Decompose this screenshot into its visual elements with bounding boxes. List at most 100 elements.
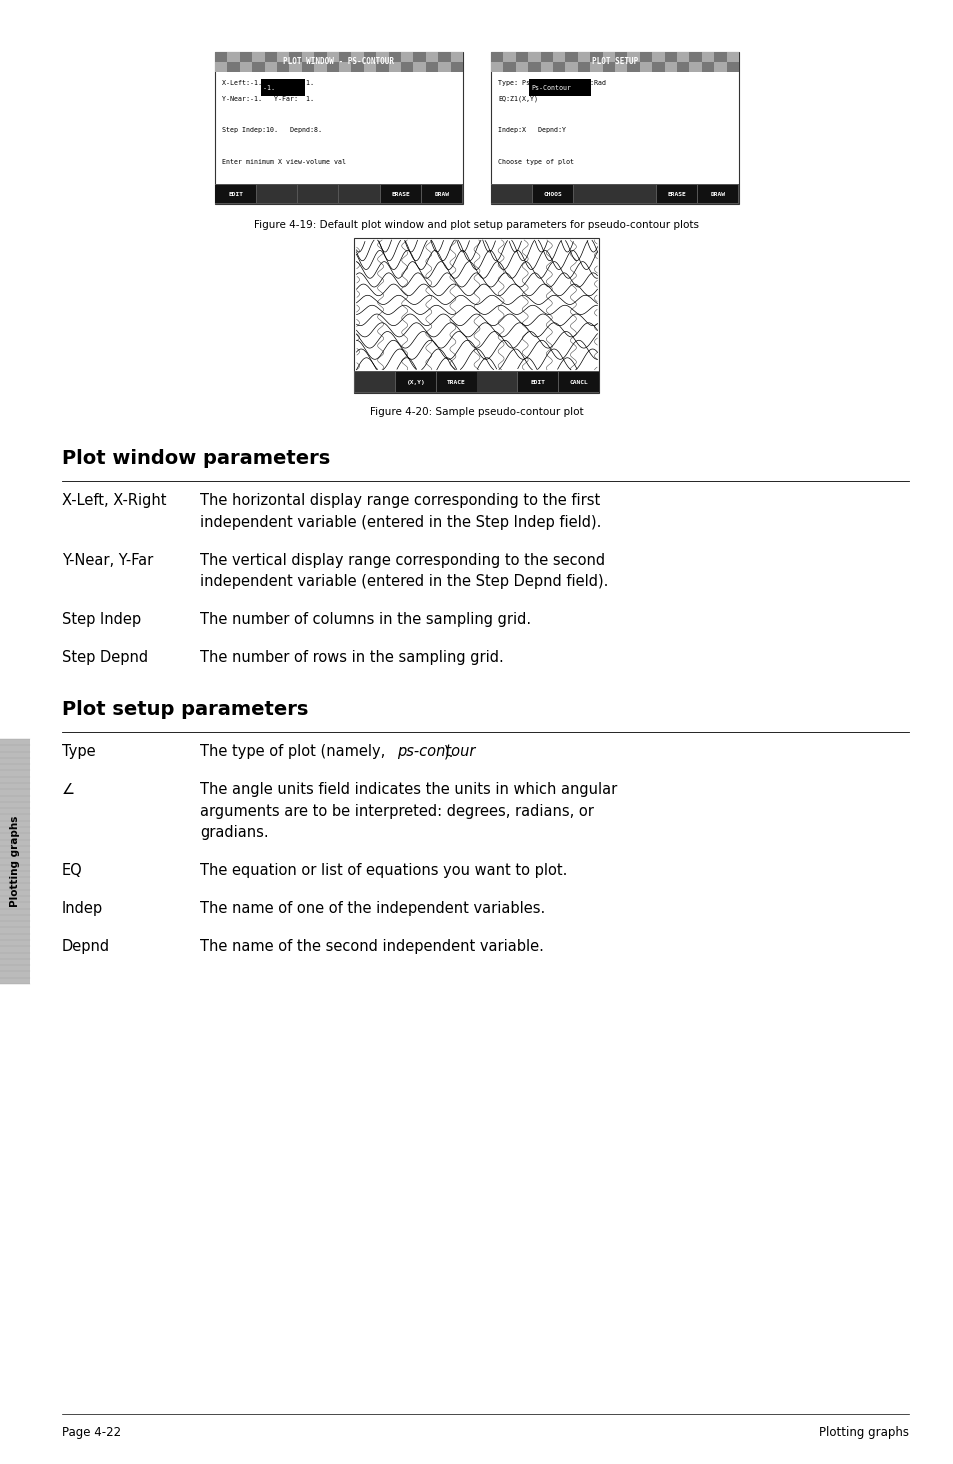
Bar: [701, 53, 714, 61]
Bar: [689, 61, 701, 72]
Bar: [314, 61, 326, 72]
Bar: [533, 186, 573, 203]
Text: The horizontal display range corresponding to the first: The horizontal display range correspondi…: [200, 493, 599, 508]
Bar: [215, 186, 255, 203]
Text: Plotting graphs: Plotting graphs: [10, 815, 20, 908]
Bar: [355, 372, 395, 392]
Bar: [450, 53, 462, 61]
Bar: [436, 372, 476, 392]
Bar: [264, 61, 276, 72]
Bar: [425, 53, 437, 61]
Bar: [602, 53, 615, 61]
Text: Step Indep: Step Indep: [62, 612, 141, 627]
Bar: [565, 61, 578, 72]
Text: independent variable (entered in the Step Depnd field).: independent variable (entered in the Ste…: [200, 574, 608, 589]
Bar: [652, 53, 664, 61]
Bar: [726, 53, 739, 61]
Bar: [239, 61, 252, 72]
Bar: [0, 739, 30, 984]
Bar: [529, 79, 590, 97]
Bar: [491, 184, 739, 203]
Text: CHOOS: CHOOS: [543, 192, 561, 196]
Text: Depnd: Depnd: [62, 938, 110, 955]
Bar: [400, 53, 413, 61]
Bar: [639, 61, 652, 72]
Bar: [503, 53, 516, 61]
Bar: [338, 61, 351, 72]
Text: -1.: -1.: [263, 85, 314, 91]
Text: X-Left, X-Right: X-Left, X-Right: [62, 493, 167, 508]
Text: The name of the second independent variable.: The name of the second independent varia…: [200, 938, 543, 955]
Bar: [491, 186, 531, 203]
Text: PLOT WINDOW - PS-CONTOUR: PLOT WINDOW - PS-CONTOUR: [283, 57, 395, 66]
Text: The name of one of the independent variables.: The name of one of the independent varia…: [200, 900, 545, 916]
Bar: [516, 61, 528, 72]
Bar: [298, 186, 338, 203]
Text: arguments are to be interpreted: degrees, radians, or: arguments are to be interpreted: degrees…: [200, 804, 594, 818]
Text: The equation or list of equations you want to plot.: The equation or list of equations you wa…: [200, 862, 567, 878]
Bar: [355, 239, 598, 392]
Bar: [375, 53, 388, 61]
Bar: [252, 53, 264, 61]
Text: ERASE: ERASE: [667, 192, 685, 196]
Bar: [553, 53, 565, 61]
Bar: [677, 53, 689, 61]
Bar: [615, 186, 655, 203]
Bar: [395, 372, 436, 392]
Text: Choose type of plot: Choose type of plot: [497, 160, 574, 165]
Text: The number of columns in the sampling grid.: The number of columns in the sampling gr…: [200, 612, 531, 627]
Bar: [363, 61, 375, 72]
Text: TRACE: TRACE: [447, 379, 465, 385]
Text: DRAW: DRAW: [435, 192, 450, 196]
Text: EQ: EQ: [62, 862, 83, 878]
Bar: [339, 186, 379, 203]
Text: ).: ).: [443, 744, 454, 758]
Text: CANCL: CANCL: [569, 379, 588, 385]
Bar: [214, 61, 227, 72]
Bar: [227, 53, 239, 61]
Bar: [413, 61, 425, 72]
Bar: [437, 61, 450, 72]
Text: Plotting graphs: Plotting graphs: [818, 1426, 908, 1439]
Text: ERASE: ERASE: [392, 192, 410, 196]
Bar: [256, 186, 296, 203]
Text: Plot setup parameters: Plot setup parameters: [62, 700, 308, 719]
Text: Page 4-22: Page 4-22: [62, 1426, 121, 1439]
Text: Indep: Indep: [62, 900, 103, 916]
Text: Step Indep:10.   Depnd:8.: Step Indep:10. Depnd:8.: [222, 127, 322, 133]
Text: Type: Ps-Contour      ∠:Rad: Type: Ps-Contour ∠:Rad: [497, 81, 606, 86]
Text: The type of plot (namely,: The type of plot (namely,: [200, 744, 390, 758]
Bar: [214, 53, 462, 203]
Bar: [590, 61, 602, 72]
Text: Figure 4-19: Default plot window and plot setup parameters for pseudo-contour pl: Figure 4-19: Default plot window and plo…: [254, 220, 699, 230]
Bar: [698, 186, 738, 203]
Bar: [261, 79, 305, 97]
Bar: [578, 53, 590, 61]
Text: EDIT: EDIT: [530, 379, 545, 385]
Bar: [477, 372, 517, 392]
Bar: [276, 53, 289, 61]
Bar: [714, 61, 726, 72]
Bar: [574, 186, 614, 203]
Text: Enter minimum X view-volume val: Enter minimum X view-volume val: [222, 160, 346, 165]
Text: EDIT: EDIT: [228, 192, 243, 196]
Bar: [388, 61, 400, 72]
Bar: [355, 372, 598, 392]
Bar: [558, 372, 598, 392]
Bar: [214, 53, 462, 72]
Bar: [214, 184, 462, 203]
Text: Ps-Contour: Ps-Contour: [531, 85, 571, 91]
Bar: [657, 186, 697, 203]
Text: DRAW: DRAW: [710, 192, 725, 196]
Bar: [289, 61, 301, 72]
Text: ps-contour: ps-contour: [396, 744, 475, 758]
Text: The vertical display range corresponding to the second: The vertical display range corresponding…: [200, 552, 604, 568]
Bar: [615, 61, 627, 72]
Text: independent variable (entered in the Step Indep field).: independent variable (entered in the Ste…: [200, 514, 600, 530]
Bar: [301, 53, 314, 61]
Text: Indep:X   Depnd:Y: Indep:X Depnd:Y: [497, 127, 566, 133]
Text: The number of rows in the sampling grid.: The number of rows in the sampling grid.: [200, 650, 503, 665]
Bar: [380, 186, 420, 203]
Text: X-Left:-1.   X-Right:1.: X-Left:-1. X-Right:1.: [222, 81, 314, 86]
Bar: [491, 53, 739, 72]
